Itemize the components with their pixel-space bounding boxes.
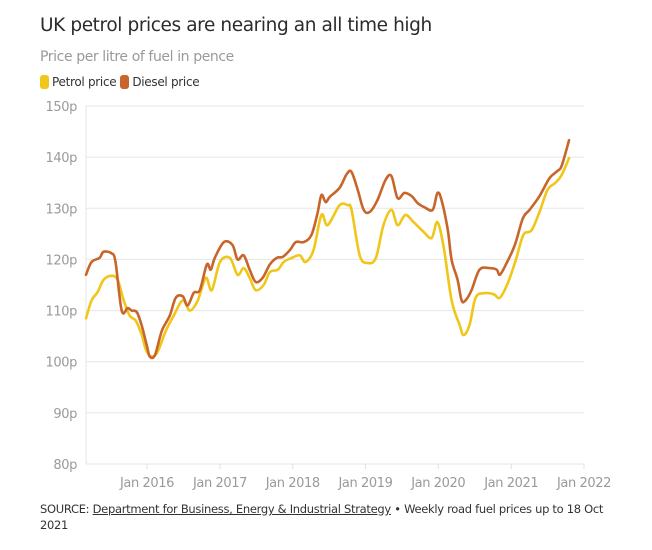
- source-suffix: • Weekly road fuel prices up to 18 Oct 2…: [40, 502, 604, 532]
- source-prefix: SOURCE:: [40, 502, 93, 516]
- x-tick-label: Jan 2019: [337, 476, 392, 491]
- legend-label: Petrol price: [52, 75, 117, 89]
- y-tick-label: 140p: [46, 151, 78, 166]
- legend-swatch-diesel: [120, 75, 130, 89]
- x-tick-label: Jan 2016: [119, 476, 174, 491]
- legend-swatch-petrol: [40, 75, 49, 89]
- x-tick-label: Jan 2017: [192, 476, 247, 491]
- legend-label: Diesel price: [132, 75, 200, 89]
- legend-item-diesel: Diesel price: [120, 75, 200, 89]
- series-line-petrol-price: [84, 156, 571, 358]
- source-link[interactable]: Department for Business, Energy & Indust…: [92, 502, 392, 516]
- legend: Petrol price Diesel price: [40, 75, 203, 89]
- y-tick-label: 110p: [46, 305, 78, 320]
- series-line-diesel-price: [84, 138, 571, 360]
- x-tick-label: Jan 2018: [265, 476, 320, 491]
- x-tick-label: Jan 2021: [483, 476, 538, 491]
- y-tick-label: 80p: [53, 458, 77, 473]
- chart-subtitle: Price per litre of fuel in pence: [40, 49, 234, 65]
- source-note: SOURCE: Department for Business, Energy …: [40, 501, 620, 533]
- y-tick-label: 100p: [46, 356, 78, 371]
- y-tick-label: 150p: [46, 100, 78, 115]
- y-tick-label: 90p: [53, 407, 77, 422]
- line-chart: 80p 90p 100p 110p 120p 130p 140p 150p Jan 2016 Ja…: [46, 100, 612, 491]
- y-tick-label: 130p: [46, 202, 78, 217]
- x-tick-label: Jan 2020: [410, 476, 465, 491]
- x-tick-label: Jan 2022: [556, 476, 611, 491]
- legend-item-petrol: Petrol price: [40, 75, 117, 89]
- chart-title: UK petrol prices are nearing an all time…: [40, 15, 432, 36]
- y-tick-label: 120p: [46, 253, 78, 268]
